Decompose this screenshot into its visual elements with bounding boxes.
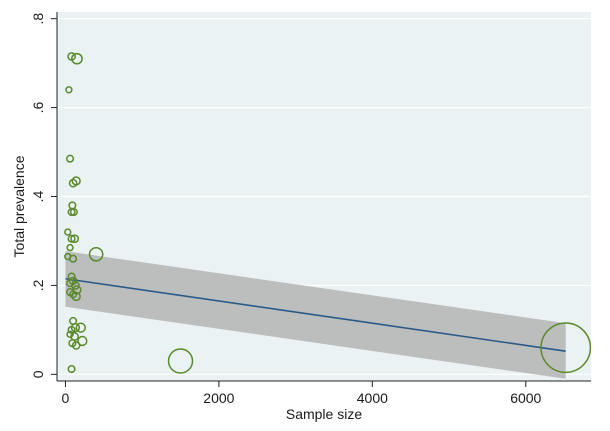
data-point — [71, 291, 81, 302]
y-tick-label: 0 — [30, 370, 46, 378]
x-tick-label: 0 — [62, 390, 70, 406]
data-point — [75, 322, 86, 333]
data-point — [88, 246, 104, 262]
y-axis-ticks: 0 .2 .4 .6 .8 — [30, 13, 57, 378]
x-axis-ticks: 0 2000 4000 6000 — [62, 381, 542, 406]
x-tick-label: 4000 — [357, 390, 388, 406]
x-tick-label: 6000 — [510, 390, 541, 406]
data-point — [65, 154, 75, 163]
data-point — [68, 276, 78, 286]
data-point — [67, 325, 76, 334]
data-point — [167, 348, 194, 374]
data-point — [70, 322, 81, 333]
data-point — [540, 322, 592, 374]
fitted-regression-line — [65, 277, 566, 353]
data-point — [77, 335, 88, 347]
y-axis-title: Total prevalence — [11, 155, 27, 257]
data-point — [67, 234, 76, 243]
x-tick-label: 2000 — [203, 390, 234, 406]
data-point — [70, 234, 80, 244]
data-point — [64, 228, 72, 236]
data-point — [71, 52, 83, 65]
y-tick-label: .4 — [30, 190, 46, 202]
data-point — [65, 86, 73, 94]
data-point — [69, 254, 78, 263]
data-point — [67, 364, 76, 374]
data-points — [64, 52, 592, 374]
y-tick-label: .2 — [30, 279, 46, 291]
data-point — [66, 243, 74, 252]
y-tick-label: .8 — [30, 13, 46, 25]
data-point — [71, 176, 81, 186]
data-point — [71, 341, 81, 350]
x-axis-title: Sample size — [286, 406, 362, 422]
y-tick-label: .6 — [30, 102, 46, 114]
data-point — [71, 281, 80, 290]
data-point — [69, 208, 78, 217]
data-point — [66, 330, 74, 339]
